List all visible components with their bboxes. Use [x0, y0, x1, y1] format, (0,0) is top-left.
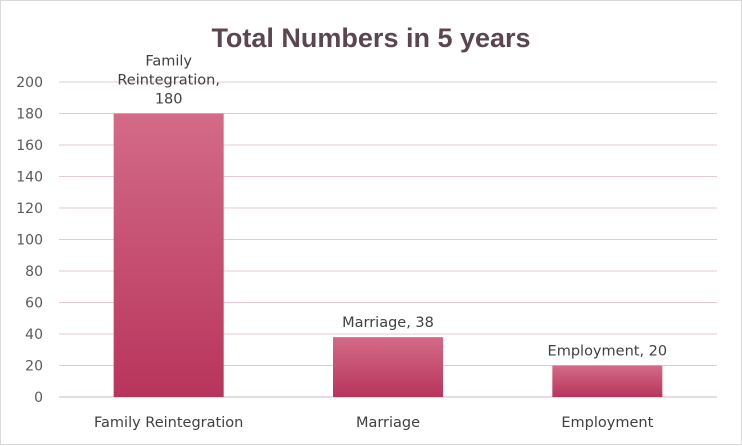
bar-family-reintegration	[113, 113, 224, 397]
x-category-label: Employment	[561, 415, 653, 431]
data-label: Marriage, 38	[342, 315, 434, 331]
y-tick-label-40: 40	[25, 327, 43, 343]
y-tick-label-0: 0	[34, 390, 43, 406]
data-label: Employment, 20	[548, 344, 668, 360]
x-category-label: Family Reintegration	[94, 415, 243, 431]
x-category-label: Marriage	[356, 415, 420, 431]
y-tick-label-60: 60	[25, 296, 43, 312]
bar-employment	[552, 365, 663, 397]
y-tick-label-100: 100	[16, 233, 43, 249]
y-tick-label-140: 140	[16, 170, 43, 186]
bar-marriage	[333, 337, 443, 397]
y-tick-label-180: 180	[16, 107, 43, 123]
y-tick-label-160: 160	[16, 138, 43, 154]
y-tick-label-20: 20	[25, 359, 43, 375]
y-tick-label-120: 120	[16, 201, 43, 217]
y-tick-label-200: 200	[16, 75, 43, 91]
data-label: Family Reintegration, 180	[117, 54, 220, 108]
y-tick-label-80: 80	[25, 264, 43, 280]
chart-title: Total Numbers in 5 years	[211, 23, 530, 53]
